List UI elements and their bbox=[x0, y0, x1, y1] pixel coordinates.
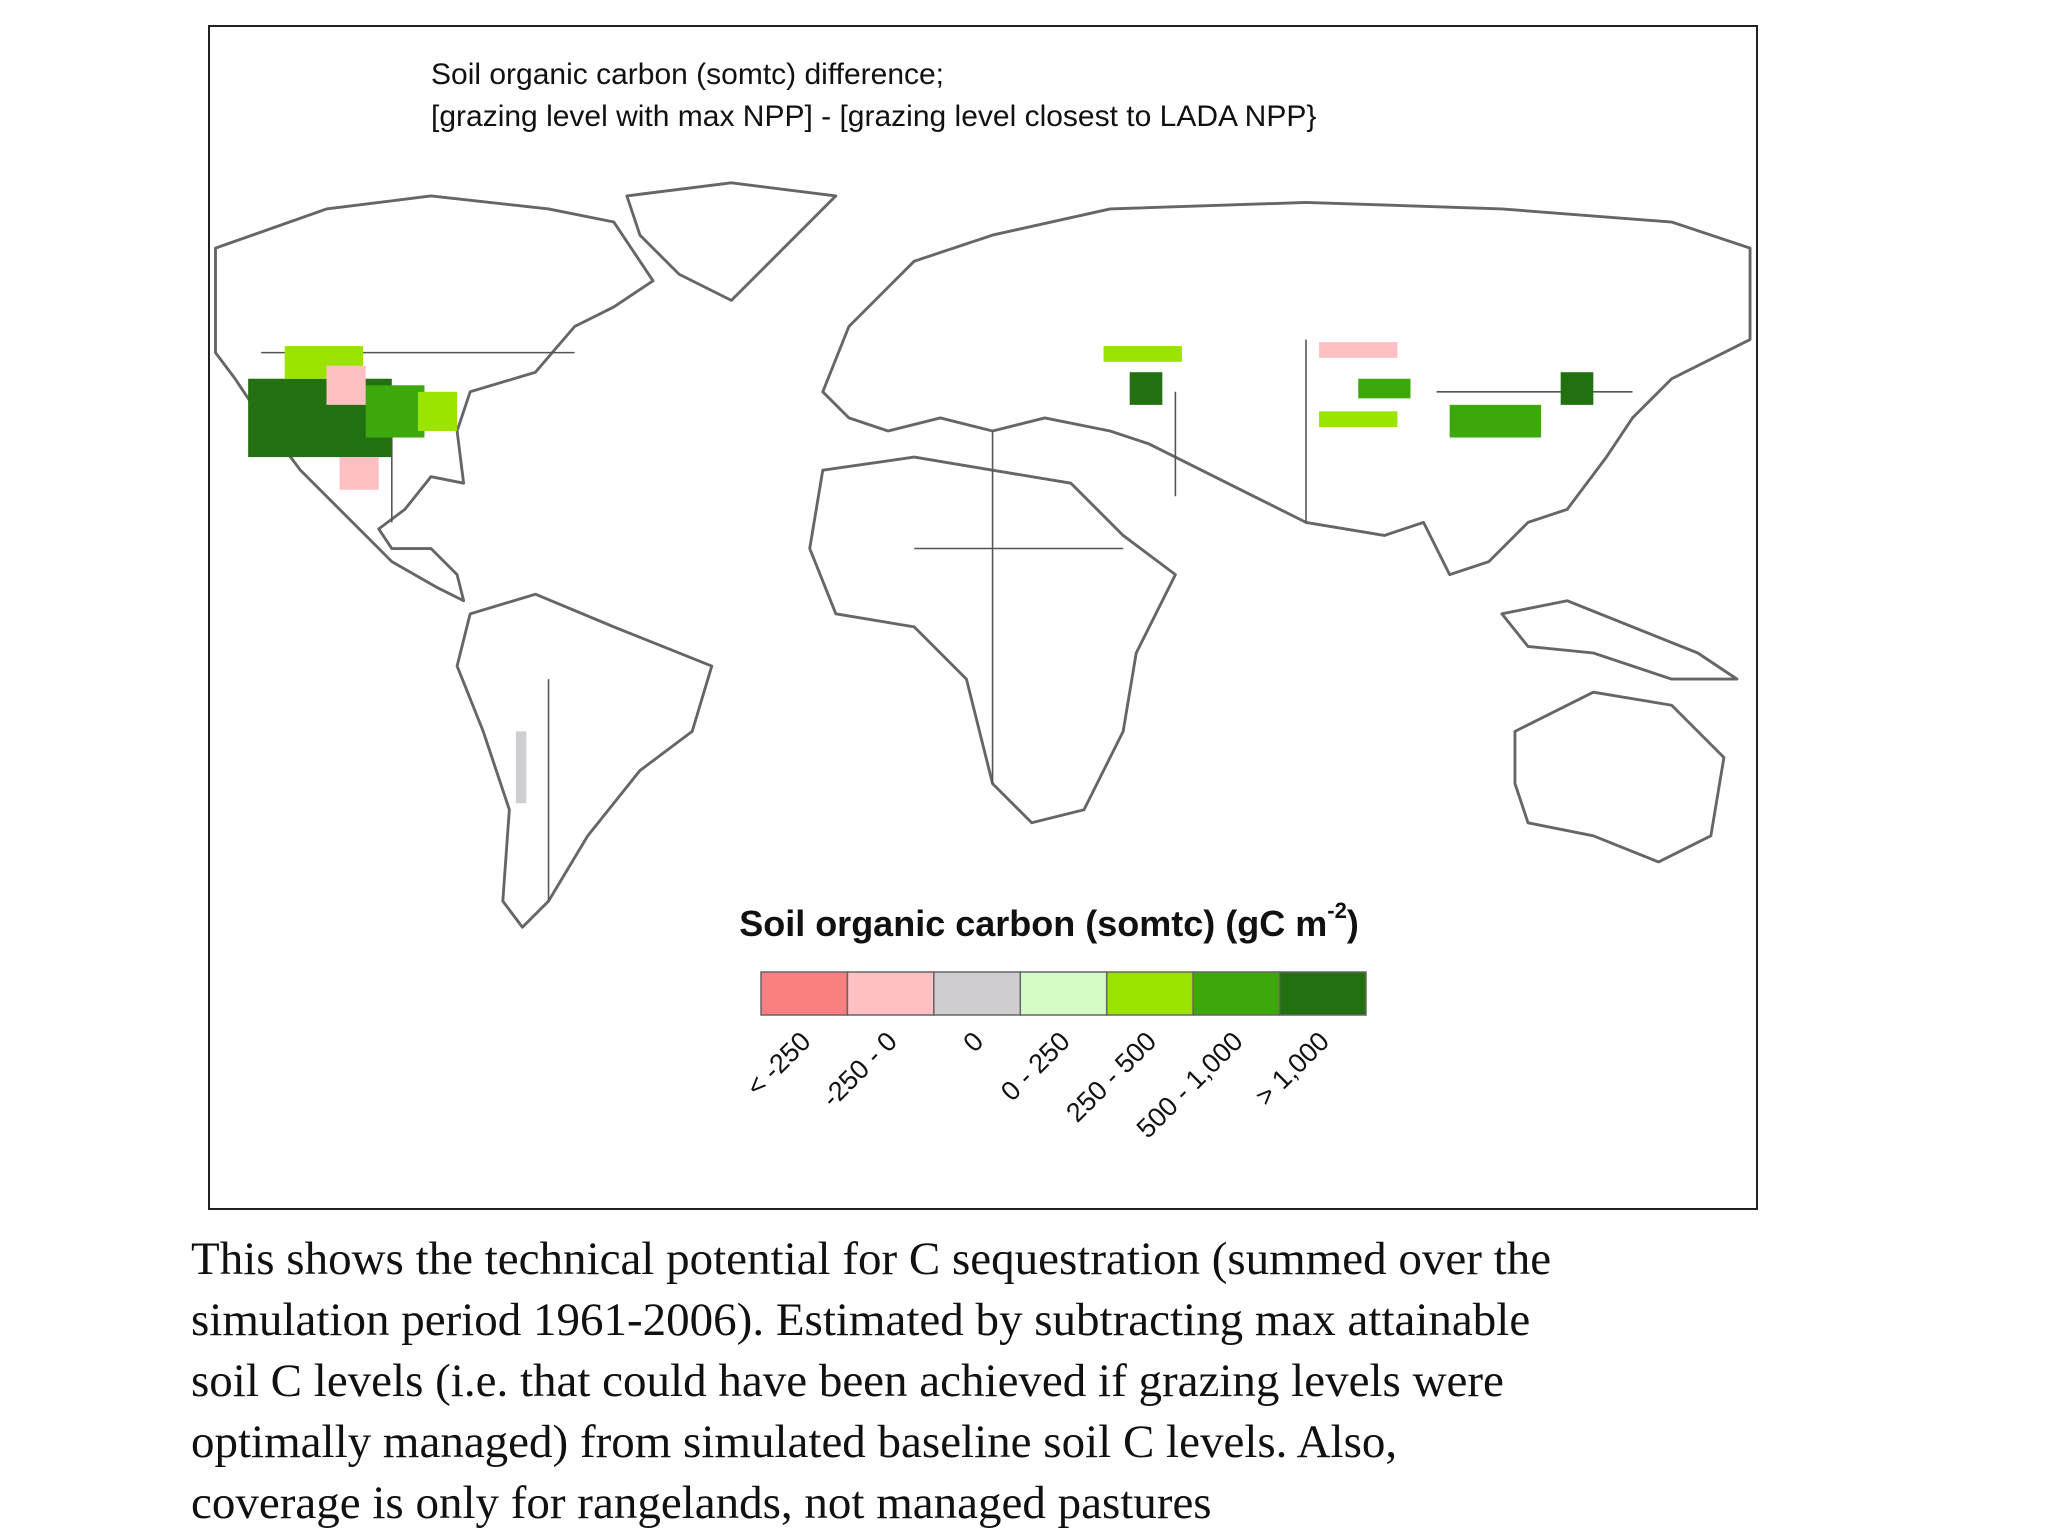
legend-title-text: Soil organic carbon (somtc) (gC m bbox=[739, 903, 1327, 944]
legend-swatch bbox=[1105, 971, 1194, 1016]
australia bbox=[1513, 690, 1726, 864]
south-america bbox=[455, 592, 714, 929]
sequestration-patches bbox=[248, 342, 1594, 804]
legend-title: Soil organic carbon (somtc) (gC m-2) bbox=[739, 898, 1359, 944]
map-title-line: Soil organic carbon (somtc) difference; bbox=[431, 58, 944, 91]
caption-line: optimally managed) from simulated baseli… bbox=[191, 1416, 1397, 1468]
legend-swatch bbox=[1192, 971, 1281, 1016]
map-title-line: [grazing level with max NPP] - [grazing … bbox=[431, 100, 1316, 133]
legend-swatch bbox=[760, 971, 849, 1016]
eurasia bbox=[821, 200, 1752, 577]
greenland bbox=[625, 181, 838, 302]
caption: This shows the technical potential for C… bbox=[191, 1233, 1551, 1529]
caption-line: soil C levels (i.e. that could have been… bbox=[191, 1355, 1504, 1407]
world-map bbox=[214, 181, 1752, 929]
caption-line: simulation period 1961-2006). Estimated … bbox=[191, 1294, 1530, 1346]
legend-swatch bbox=[1019, 971, 1108, 1016]
legend-title-superscript: -2 bbox=[1327, 898, 1347, 923]
caption-line: This shows the technical potential for C… bbox=[191, 1233, 1551, 1285]
legend-swatch bbox=[846, 971, 935, 1016]
legend-title-end: ) bbox=[1347, 903, 1359, 944]
caption-line: coverage is only for rangelands, not man… bbox=[191, 1477, 1212, 1529]
legend-swatch bbox=[1278, 971, 1367, 1016]
se-asia-islands bbox=[1500, 599, 1739, 681]
legend-swatch bbox=[933, 971, 1022, 1016]
